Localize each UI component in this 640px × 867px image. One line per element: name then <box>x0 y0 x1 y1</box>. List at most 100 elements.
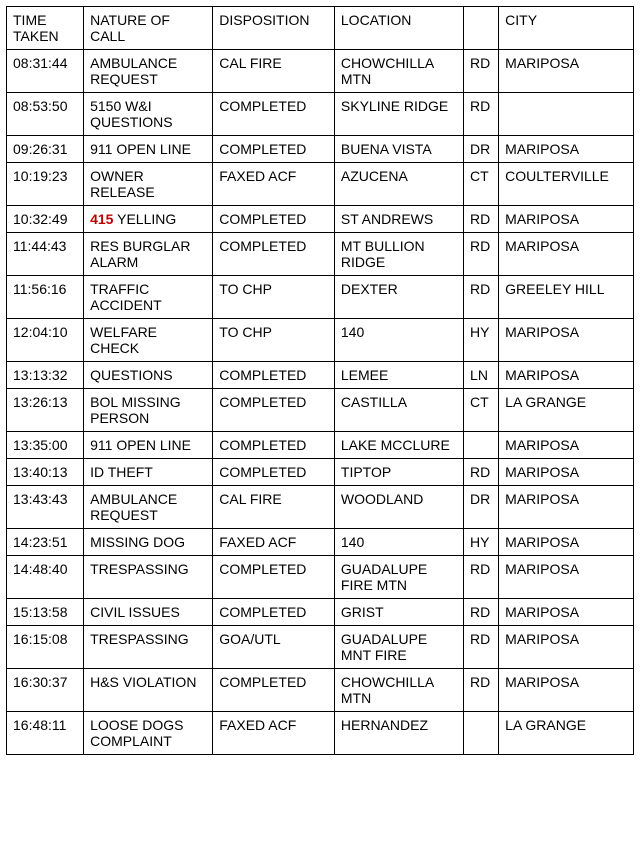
cell-time: 13:40:13 <box>7 459 84 486</box>
cell-location: CHOWCHILLA MTN <box>334 669 463 712</box>
cell-suffix: CT <box>464 389 499 432</box>
cell-suffix: RD <box>464 93 499 136</box>
cell-nature: TRESPASSING <box>84 556 213 599</box>
cell-city: LA GRANGE <box>499 389 634 432</box>
cell-nature: 911 OPEN LINE <box>84 432 213 459</box>
table-row: 13:40:13ID THEFTCOMPLETEDTIPTOPRDMARIPOS… <box>7 459 634 486</box>
cell-city <box>499 93 634 136</box>
cell-suffix: RD <box>464 206 499 233</box>
cell-nature: BOL MISSING PERSON <box>84 389 213 432</box>
cell-city: MARIPOSA <box>499 599 634 626</box>
table-row: 12:04:10WELFARE CHECKTO CHP140HYMARIPOSA <box>7 319 634 362</box>
cell-city: MARIPOSA <box>499 136 634 163</box>
cell-time: 13:43:43 <box>7 486 84 529</box>
cell-disposition: CAL FIRE <box>213 486 335 529</box>
cell-disposition: GOA/UTL <box>213 626 335 669</box>
cell-nature: AMBULANCE REQUEST <box>84 50 213 93</box>
cell-location: 140 <box>334 529 463 556</box>
cell-suffix: HY <box>464 319 499 362</box>
table-row: 16:48:11LOOSE DOGS COMPLAINTFAXED ACFHER… <box>7 712 634 755</box>
cell-disposition: COMPLETED <box>213 389 335 432</box>
cell-disposition: COMPLETED <box>213 362 335 389</box>
cell-nature: QUESTIONS <box>84 362 213 389</box>
cell-nature: 415 YELLING <box>84 206 213 233</box>
cell-city: MARIPOSA <box>499 50 634 93</box>
table-row: 15:13:58CIVIL ISSUESCOMPLETEDGRISTRDMARI… <box>7 599 634 626</box>
cell-city: MARIPOSA <box>499 319 634 362</box>
cell-disposition: COMPLETED <box>213 669 335 712</box>
cell-location: GRIST <box>334 599 463 626</box>
cell-nature: RES BURGLAR ALARM <box>84 233 213 276</box>
cell-location: LAKE MCCLURE <box>334 432 463 459</box>
cell-location: TIPTOP <box>334 459 463 486</box>
nature-rest: YELLING <box>113 211 176 227</box>
header-disposition: DISPOSITION <box>213 7 335 50</box>
cell-suffix: RD <box>464 626 499 669</box>
cell-nature: LOOSE DOGS COMPLAINT <box>84 712 213 755</box>
header-time: TIME TAKEN <box>7 7 84 50</box>
header-row: TIME TAKENNATURE OF CALLDISPOSITIONLOCAT… <box>7 7 634 50</box>
cell-suffix: CT <box>464 163 499 206</box>
cell-disposition: TO CHP <box>213 276 335 319</box>
cell-location: HERNANDEZ <box>334 712 463 755</box>
cell-suffix: HY <box>464 529 499 556</box>
cell-suffix: RD <box>464 669 499 712</box>
cell-suffix: RD <box>464 233 499 276</box>
cell-time: 10:32:49 <box>7 206 84 233</box>
cell-disposition: CAL FIRE <box>213 50 335 93</box>
cell-city: GREELEY HILL <box>499 276 634 319</box>
cell-city: MARIPOSA <box>499 529 634 556</box>
nature-code-highlight: 415 <box>90 211 113 227</box>
cell-nature: AMBULANCE REQUEST <box>84 486 213 529</box>
cell-city: MARIPOSA <box>499 669 634 712</box>
table-row: 16:15:08TRESPASSINGGOA/UTLGUADALUPE MNT … <box>7 626 634 669</box>
cell-suffix: RD <box>464 459 499 486</box>
cell-location: DEXTER <box>334 276 463 319</box>
cell-time: 08:53:50 <box>7 93 84 136</box>
cell-suffix: DR <box>464 486 499 529</box>
cell-nature: OWNER RELEASE <box>84 163 213 206</box>
cell-city: COULTERVILLE <box>499 163 634 206</box>
table-row: 13:13:32QUESTIONSCOMPLETEDLEMEELNMARIPOS… <box>7 362 634 389</box>
cell-city: MARIPOSA <box>499 556 634 599</box>
cell-time: 15:13:58 <box>7 599 84 626</box>
cell-disposition: COMPLETED <box>213 459 335 486</box>
cell-disposition: FAXED ACF <box>213 163 335 206</box>
cell-disposition: COMPLETED <box>213 206 335 233</box>
cell-nature: 5150 W&I QUESTIONS <box>84 93 213 136</box>
cell-suffix: DR <box>464 136 499 163</box>
cell-suffix <box>464 432 499 459</box>
header-nature: NATURE OF CALL <box>84 7 213 50</box>
cell-time: 13:26:13 <box>7 389 84 432</box>
cell-nature: TRESPASSING <box>84 626 213 669</box>
table-row: 10:19:23OWNER RELEASEFAXED ACFAZUCENACTC… <box>7 163 634 206</box>
cell-location: SKYLINE RIDGE <box>334 93 463 136</box>
cell-suffix: RD <box>464 276 499 319</box>
cell-nature: H&S VIOLATION <box>84 669 213 712</box>
cell-time: 11:44:43 <box>7 233 84 276</box>
cell-disposition: COMPLETED <box>213 432 335 459</box>
header-location: LOCATION <box>334 7 463 50</box>
cell-city: LA GRANGE <box>499 712 634 755</box>
table-row: 11:44:43RES BURGLAR ALARMCOMPLETEDMT BUL… <box>7 233 634 276</box>
cell-city: MARIPOSA <box>499 486 634 529</box>
table-row: 14:48:40TRESPASSINGCOMPLETEDGUADALUPE FI… <box>7 556 634 599</box>
cell-location: AZUCENA <box>334 163 463 206</box>
table-row: 10:32:49415 YELLINGCOMPLETEDST ANDREWSRD… <box>7 206 634 233</box>
cell-disposition: COMPLETED <box>213 233 335 276</box>
header-suffix <box>464 7 499 50</box>
cell-time: 16:15:08 <box>7 626 84 669</box>
cell-time: 08:31:44 <box>7 50 84 93</box>
cell-location: GUADALUPE FIRE MTN <box>334 556 463 599</box>
cell-suffix: RD <box>464 556 499 599</box>
cell-disposition: COMPLETED <box>213 136 335 163</box>
cell-time: 13:13:32 <box>7 362 84 389</box>
table-head: TIME TAKENNATURE OF CALLDISPOSITIONLOCAT… <box>7 7 634 50</box>
cell-location: BUENA VISTA <box>334 136 463 163</box>
cell-time: 13:35:00 <box>7 432 84 459</box>
cell-time: 11:56:16 <box>7 276 84 319</box>
cell-nature: WELFARE CHECK <box>84 319 213 362</box>
cell-time: 10:19:23 <box>7 163 84 206</box>
call-log-table: TIME TAKENNATURE OF CALLDISPOSITIONLOCAT… <box>6 6 634 755</box>
table-row: 16:30:37H&S VIOLATIONCOMPLETEDCHOWCHILLA… <box>7 669 634 712</box>
